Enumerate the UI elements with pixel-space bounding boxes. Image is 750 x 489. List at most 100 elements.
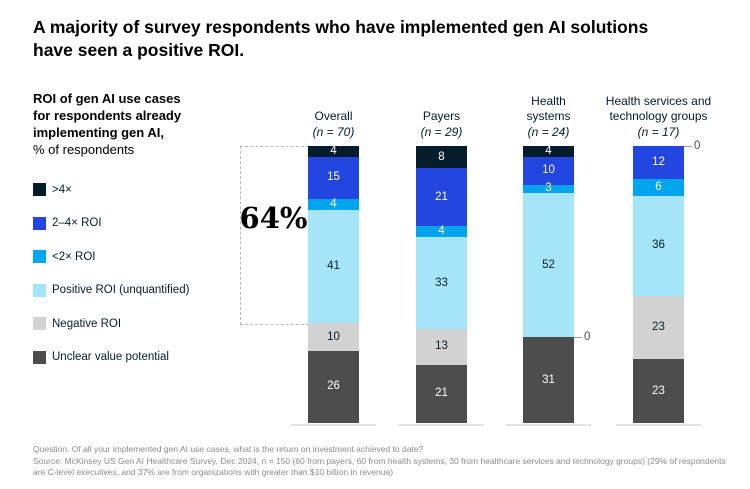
legend-swatch-icon: [33, 283, 46, 297]
bar-baseline: [616, 424, 701, 426]
callout-dashed-box: [240, 146, 309, 325]
segment-value-label: 52: [542, 258, 555, 271]
bar-column-overall: 4 15 4 41 10 26: [308, 145, 359, 423]
bar-baseline: [506, 424, 591, 426]
legend-swatch-icon: [33, 216, 46, 230]
column-header-label: Overall: [314, 109, 353, 123]
zero-annotation-label: 0: [694, 140, 701, 152]
legend-label: >4×: [52, 183, 72, 196]
footnote-question: Question: Of all your implemented gen AI…: [33, 444, 424, 454]
legend-label: <2× ROI: [52, 250, 96, 263]
segment-value-label: 13: [435, 340, 448, 353]
segment-value-label: 10: [542, 164, 555, 177]
zero-annotation-tick: [683, 145, 692, 147]
segment-value-label: 15: [327, 171, 340, 184]
segment-value-label: 12: [652, 156, 665, 169]
bar-column-health-systems: 4 10 3 52 31: [523, 145, 574, 423]
bar-segment-4: 4: [523, 145, 574, 158]
segment-value-label: 33: [435, 276, 448, 289]
bar-segment-positive-roi-unquantified: 41: [308, 209, 359, 324]
segment-value-label: 10: [327, 330, 340, 343]
bar-segment-unclear-value-potential: 26: [308, 350, 359, 423]
segment-value-label: 3: [545, 182, 552, 195]
column-header-payers: Payers (n = 29): [372, 88, 512, 140]
column-header-health-systems: Health systems (n = 24): [479, 88, 619, 140]
legend-label: Negative ROI: [52, 317, 122, 330]
legend-item-2-4-roi: 2–4× ROI: [33, 216, 243, 230]
footnote-source: Source: McKinsey US Gen AI Healthcare Su…: [33, 455, 726, 478]
segment-value-label: 4: [438, 225, 445, 238]
bar-segment-2-roi: 4: [308, 197, 359, 210]
chart-descriptor: ROI of gen AI use cases for respondents …: [33, 90, 243, 158]
footnotes: Question: Of all your implemented gen AI…: [33, 444, 738, 479]
bar-segment-2-4-roi: 15: [308, 157, 359, 199]
legend-label: Unclear value potential: [52, 351, 169, 363]
column-header-label: Health: [531, 93, 566, 108]
chart-legend: >4× 2–4× ROI <2× ROI Positive ROI (unquanti…: [33, 183, 243, 384]
bar-segment-unclear-value-potential: 21: [416, 364, 467, 423]
legend-swatch-icon: [33, 183, 46, 196]
segment-value-label: 21: [435, 190, 448, 203]
segment-value-label: 8: [438, 150, 445, 163]
legend-item-2-roi: <2× ROI: [33, 250, 243, 263]
column-header-label: systems: [526, 109, 571, 123]
bar-baseline: [291, 424, 376, 426]
descriptor-line-2: for respondents already: [33, 108, 182, 123]
descriptor-unit-line: % of respondents: [33, 142, 135, 157]
segment-value-label: 23: [652, 320, 665, 333]
page-title-line-2: have seen a positive ROI.: [33, 40, 245, 60]
bar-segment-negative-roi: 23: [633, 295, 684, 360]
column-header-label: Health services and: [605, 93, 712, 108]
segment-value-label: 23: [652, 384, 665, 397]
column-header-n-label: (n = 29): [420, 124, 463, 139]
bar-segment-2-roi: 3: [523, 182, 574, 195]
page-title: A majority of survey respondents who hav…: [33, 16, 723, 62]
legend-item-positive-roi-unquantified: Positive ROI (unquantified): [33, 283, 243, 297]
segment-value-label: 21: [435, 387, 448, 400]
bar-segment-4: 8: [416, 146, 467, 169]
bar-segment-4: 4: [308, 145, 359, 158]
bar-segment-unclear-value-potential: 31: [523, 337, 574, 423]
column-header-health-services-and-technology-groups: Health services and technology groups (n =…: [589, 88, 729, 140]
bar-segment-positive-roi-unquantified: 36: [633, 195, 684, 296]
segment-value-label: 41: [327, 259, 340, 272]
bar-segment-positive-roi-unquantified: 52: [523, 193, 574, 338]
legend-label: Positive ROI (unquantified): [52, 284, 190, 296]
column-header-n-label: (n = 70): [312, 124, 355, 139]
segment-value-label: 36: [652, 239, 665, 252]
zero-annotation-tick: [573, 336, 582, 338]
legend-swatch-icon: [33, 350, 46, 364]
column-header-n-label: (n = 24): [527, 124, 570, 139]
column-header-label: technology groups: [609, 109, 708, 123]
legend-item-unclear-value-potential: Unclear value potential: [33, 350, 243, 364]
zero-annotation-negative-roi-health-systems: 0: [573, 331, 590, 343]
column-header-n-label: (n = 17): [637, 124, 680, 139]
descriptor-line-3: implementing gen AI,: [33, 125, 164, 140]
segment-value-label: 6: [655, 181, 662, 194]
bar-segment-negative-roi: 13: [416, 328, 467, 365]
segment-value-label: 26: [327, 380, 340, 393]
legend-item-4: >4×: [33, 183, 243, 196]
bar-baseline: [399, 424, 484, 426]
bar-segment-2-roi: 4: [416, 225, 467, 238]
bar-segment-positive-roi-unquantified: 33: [416, 237, 467, 329]
callout-percentage-label: 64%: [239, 201, 308, 235]
bar-segment-2-roi: 6: [633, 179, 684, 196]
bar-column-health-services-and-technology-groups: 12 6 36 23 23: [633, 146, 684, 423]
segment-value-label: 4: [330, 197, 337, 210]
bar-segment-unclear-value-potential: 23: [633, 359, 684, 423]
column-header-overall: Overall (n = 70): [264, 88, 404, 140]
bar-segment-2-4-roi: 21: [416, 168, 467, 227]
column-header-label: Payers: [422, 109, 461, 123]
bar-segment-2-4-roi: 10: [523, 157, 574, 185]
bar-segment-negative-roi: 10: [308, 323, 359, 351]
legend-swatch-icon: [33, 317, 46, 330]
page-title-line-1: A majority of survey respondents who hav…: [33, 17, 649, 37]
descriptor-line-1: ROI of gen AI use cases: [33, 91, 181, 106]
segment-value-label: 31: [542, 373, 555, 386]
legend-swatch-icon: [33, 250, 46, 263]
legend-item-negative-roi: Negative ROI: [33, 317, 243, 330]
bar-column-payers: 8 21 4 33 13 21: [416, 146, 467, 423]
segment-value-label: 4: [330, 145, 337, 158]
